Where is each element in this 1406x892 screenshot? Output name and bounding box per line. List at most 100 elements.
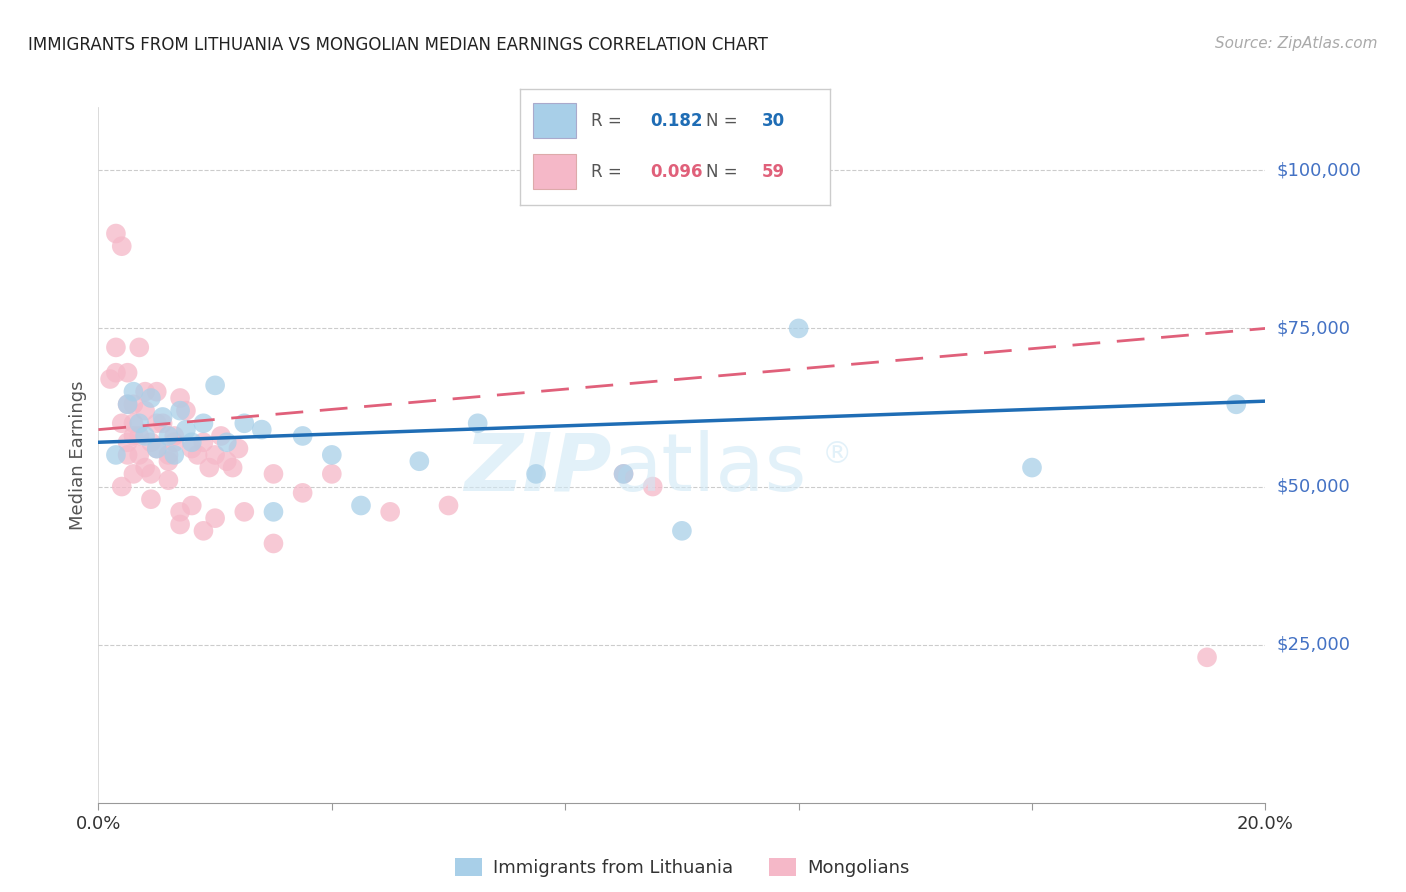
Point (98, 372, 121, 386)
Point (134, 403, 156, 417)
Text: N =: N = (706, 162, 742, 180)
Point (524, 467, 547, 481)
Point (204, 448, 226, 462)
Point (146, 442, 169, 456)
Point (204, 378, 226, 392)
Point (157, 473, 180, 487)
Point (111, 239, 134, 253)
Point (117, 448, 139, 462)
Point (169, 403, 191, 417)
Point (180, 442, 202, 456)
Point (291, 429, 314, 443)
Point (128, 448, 150, 462)
Text: Source: ZipAtlas.com: Source: ZipAtlas.com (1215, 36, 1378, 51)
Point (204, 511, 226, 525)
Point (139, 435, 162, 450)
Y-axis label: Median Earnings: Median Earnings (69, 380, 87, 530)
Point (139, 391, 162, 405)
FancyBboxPatch shape (533, 103, 576, 138)
Text: $25,000: $25,000 (1277, 636, 1351, 654)
Point (291, 486, 314, 500)
Point (146, 442, 169, 456)
Text: ZIP: ZIP (464, 430, 612, 508)
Point (122, 467, 145, 481)
Point (139, 467, 162, 481)
Point (1225, 397, 1247, 411)
Point (146, 417, 169, 431)
Point (209, 429, 232, 443)
Point (128, 429, 150, 443)
Point (180, 435, 202, 450)
Point (215, 454, 238, 468)
Text: $100,000: $100,000 (1277, 161, 1361, 179)
Text: atlas: atlas (612, 430, 806, 508)
Point (163, 435, 186, 450)
Point (157, 448, 180, 462)
Point (163, 429, 186, 443)
Point (641, 479, 664, 493)
Point (122, 417, 145, 431)
Point (157, 429, 180, 443)
Point (787, 321, 810, 335)
Text: 0.182: 0.182 (650, 112, 703, 129)
Point (122, 384, 145, 399)
Point (146, 384, 169, 399)
Point (233, 505, 256, 519)
Text: $50,000: $50,000 (1277, 477, 1350, 496)
Point (122, 397, 145, 411)
Point (104, 227, 127, 241)
Text: $75,000: $75,000 (1277, 319, 1351, 337)
Text: N =: N = (706, 112, 742, 129)
Text: 30: 30 (762, 112, 785, 129)
Point (152, 417, 174, 431)
Point (612, 467, 634, 481)
Point (467, 417, 489, 431)
Point (174, 423, 197, 437)
Point (1195, 650, 1218, 665)
Text: 59: 59 (762, 162, 785, 180)
Point (180, 499, 202, 513)
Text: IMMIGRANTS FROM LITHUANIA VS MONGOLIAN MEDIAN EARNINGS CORRELATION CHART: IMMIGRANTS FROM LITHUANIA VS MONGOLIAN M… (28, 36, 768, 54)
Point (262, 536, 284, 550)
Point (262, 467, 284, 481)
Point (321, 467, 343, 481)
Point (163, 448, 186, 462)
Point (321, 448, 343, 462)
Text: R =: R = (592, 112, 627, 129)
Point (117, 435, 139, 450)
Point (233, 417, 256, 431)
Point (169, 505, 191, 519)
Point (134, 384, 156, 399)
Point (215, 435, 238, 450)
Point (128, 340, 150, 354)
Point (350, 499, 373, 513)
Point (104, 448, 127, 462)
Point (262, 505, 284, 519)
Legend: Immigrants from Lithuania, Mongolians: Immigrants from Lithuania, Mongolians (447, 850, 917, 884)
Point (193, 417, 215, 431)
Point (378, 505, 402, 519)
Point (157, 454, 180, 468)
Point (221, 460, 243, 475)
Point (250, 423, 273, 437)
Text: ®: ® (823, 441, 852, 469)
Point (117, 366, 139, 380)
Point (134, 460, 156, 475)
Point (169, 517, 191, 532)
Point (169, 391, 191, 405)
Point (152, 409, 174, 424)
Text: R =: R = (592, 162, 627, 180)
Point (111, 417, 134, 431)
Point (104, 340, 127, 354)
Point (187, 448, 209, 462)
Point (198, 460, 221, 475)
Point (139, 492, 162, 507)
Point (193, 435, 215, 450)
Point (1021, 460, 1043, 475)
Point (122, 429, 145, 443)
Point (117, 397, 139, 411)
Point (612, 467, 634, 481)
Point (671, 524, 693, 538)
Point (174, 403, 197, 417)
Point (408, 454, 430, 468)
